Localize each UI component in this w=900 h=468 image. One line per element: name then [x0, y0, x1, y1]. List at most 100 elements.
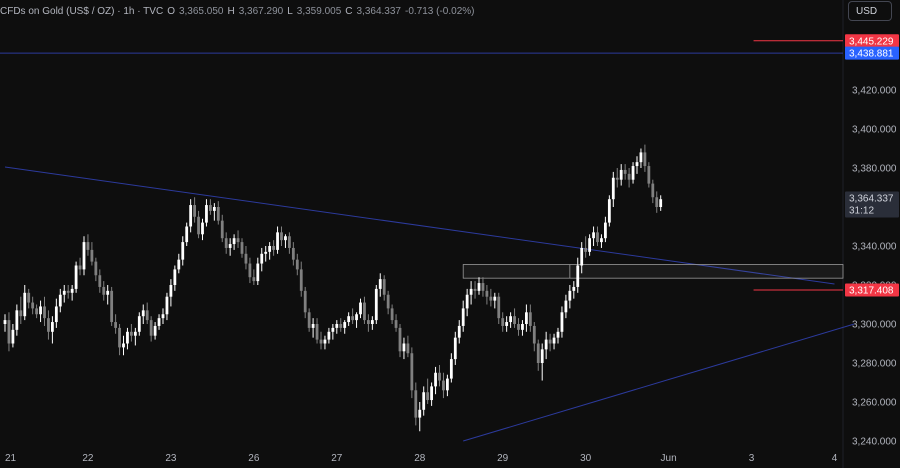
candle-body: [224, 238, 228, 248]
candle-body: [635, 162, 639, 167]
candle-body: [327, 331, 331, 340]
candle-body: [639, 152, 643, 163]
candle-body: [228, 244, 232, 248]
candle-body: [212, 207, 216, 211]
y-tick-label: 3,240.000: [852, 437, 897, 448]
x-tick-label: 3: [749, 453, 755, 464]
candle-body: [544, 339, 548, 350]
candle-body: [19, 310, 23, 317]
candle-body: [564, 300, 568, 313]
candle-body: [481, 283, 485, 291]
candle-body: [90, 249, 94, 262]
candle-body: [205, 205, 208, 223]
y-tick-label: 3,380.000: [852, 164, 897, 175]
candle-body: [513, 316, 516, 324]
candle-body: [453, 337, 457, 360]
candle-body: [126, 331, 129, 344]
candle-body: [422, 392, 426, 410]
symbol-title: CFDs on Gold (US$ / OZ) · 1h · TVC: [0, 5, 164, 17]
candle-body: [185, 226, 189, 243]
candle-body: [7, 320, 11, 344]
candle-body: [414, 390, 418, 418]
x-tick-label: 23: [165, 453, 177, 464]
candle-body: [86, 242, 90, 250]
candle-body: [118, 327, 121, 348]
candle-body: [248, 263, 252, 278]
candle-body: [240, 242, 244, 254]
x-tick-label: 21: [5, 453, 17, 464]
candle-body: [106, 290, 110, 295]
candle-body: [181, 242, 185, 260]
candle-body: [260, 253, 264, 264]
candle-body: [363, 302, 366, 321]
candle-body: [3, 320, 7, 324]
candle-body: [659, 199, 663, 207]
y-tick-label: 3,340.000: [852, 242, 897, 253]
candle-body: [588, 238, 591, 252]
candle-body: [532, 325, 536, 344]
candle-body: [556, 331, 560, 338]
candle-body: [70, 288, 74, 293]
candle-body: [611, 177, 615, 200]
close-label: C: [345, 5, 353, 17]
candle-body: [576, 265, 580, 287]
price-label-box: [845, 283, 899, 297]
currency-button[interactable]: USD: [848, 1, 892, 21]
price-label-box: [845, 191, 899, 218]
candle-body: [438, 372, 441, 381]
candle-body: [15, 310, 19, 330]
candle-body: [236, 238, 240, 243]
candle-body: [560, 312, 564, 332]
candle-body: [189, 205, 193, 227]
candle-body: [31, 302, 35, 309]
candle-body: [493, 296, 497, 301]
candle-body: [280, 232, 283, 241]
candle-body: [351, 316, 354, 321]
candle-body: [627, 173, 631, 180]
y-tick-label: 3,420.000: [852, 86, 897, 97]
candle-body: [355, 314, 358, 321]
price-label-box: [845, 34, 899, 48]
x-tick-label: 29: [497, 453, 509, 464]
candle-body: [335, 324, 339, 328]
x-tick-label: 26: [248, 453, 260, 464]
candle-body: [197, 216, 200, 235]
candle-body: [272, 246, 275, 250]
y-tick-label: 3,300.000: [852, 320, 897, 331]
price-label: 3,317.408: [849, 286, 894, 297]
candle-body: [284, 236, 287, 241]
candle-body: [592, 232, 595, 239]
candle-body: [66, 290, 70, 293]
candle-body: [647, 166, 651, 184]
candle-body: [169, 285, 173, 297]
candle-body: [418, 409, 422, 418]
candle-body: [299, 269, 303, 291]
candle-body: [256, 263, 260, 282]
chart-header: CFDs on Gold (US$ / OZ) · 1h · TVC O 3,36…: [0, 3, 474, 19]
candle-body: [631, 166, 635, 180]
change-value: -0.713 (-0.02%): [405, 5, 475, 17]
resistance-zone: [462, 264, 844, 279]
candle-body: [165, 296, 169, 315]
candle-body: [584, 247, 588, 252]
high-label: H: [227, 5, 235, 17]
candle-body: [43, 306, 46, 319]
candle-body: [141, 310, 145, 317]
candle-body: [615, 177, 619, 180]
candle-body: [161, 314, 165, 319]
candle-body: [78, 265, 82, 270]
candle-body: [651, 183, 655, 198]
candle-body: [509, 316, 512, 323]
candle-body: [11, 329, 15, 344]
x-tick-label: 22: [82, 453, 94, 464]
candle-body: [319, 339, 323, 344]
candle-body: [525, 312, 528, 324]
candle-body: [252, 277, 256, 282]
candle-body: [311, 324, 315, 328]
candle-body: [485, 290, 489, 297]
candle-body: [82, 242, 86, 270]
candle-body: [442, 380, 445, 391]
close-value: 3,364.337: [356, 5, 402, 17]
candle-body: [370, 320, 374, 324]
